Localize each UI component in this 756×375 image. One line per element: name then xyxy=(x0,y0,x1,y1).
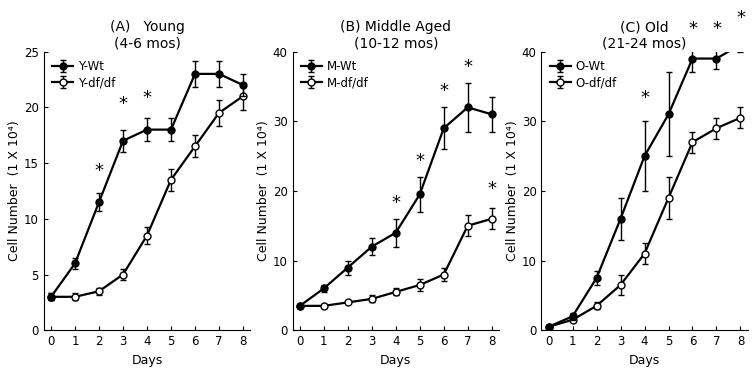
X-axis label: Days: Days xyxy=(380,354,411,367)
Text: *: * xyxy=(119,95,128,113)
X-axis label: Days: Days xyxy=(132,354,163,367)
Legend: Y-Wt, Y-df/df: Y-Wt, Y-df/df xyxy=(50,57,118,92)
X-axis label: Days: Days xyxy=(629,354,660,367)
Text: *: * xyxy=(142,89,151,107)
Text: *: * xyxy=(439,82,448,100)
Text: *: * xyxy=(94,162,104,180)
Text: *: * xyxy=(712,20,721,38)
Title: (A)   Young
(4-6 mos): (A) Young (4-6 mos) xyxy=(110,20,184,50)
Legend: O-Wt, O-df/df: O-Wt, O-df/df xyxy=(547,57,619,92)
Y-axis label: Cell Number  (1 X 10⁴): Cell Number (1 X 10⁴) xyxy=(506,120,519,261)
Text: *: * xyxy=(640,89,649,107)
Text: *: * xyxy=(392,194,400,212)
Y-axis label: Cell Number  (1 X 10⁴): Cell Number (1 X 10⁴) xyxy=(257,120,270,261)
Text: *: * xyxy=(688,20,697,38)
Y-axis label: Cell Number  (1 X 10⁴): Cell Number (1 X 10⁴) xyxy=(8,120,21,261)
Legend: M-Wt, M-df/df: M-Wt, M-df/df xyxy=(299,57,371,92)
Text: *: * xyxy=(415,152,424,170)
Text: *: * xyxy=(487,180,496,198)
Title: (C) Old
(21-24 mos): (C) Old (21-24 mos) xyxy=(603,20,686,50)
Title: (B) Middle Aged
(10-12 mos): (B) Middle Aged (10-12 mos) xyxy=(340,20,451,50)
Text: *: * xyxy=(463,58,472,76)
Text: *: * xyxy=(736,9,745,27)
